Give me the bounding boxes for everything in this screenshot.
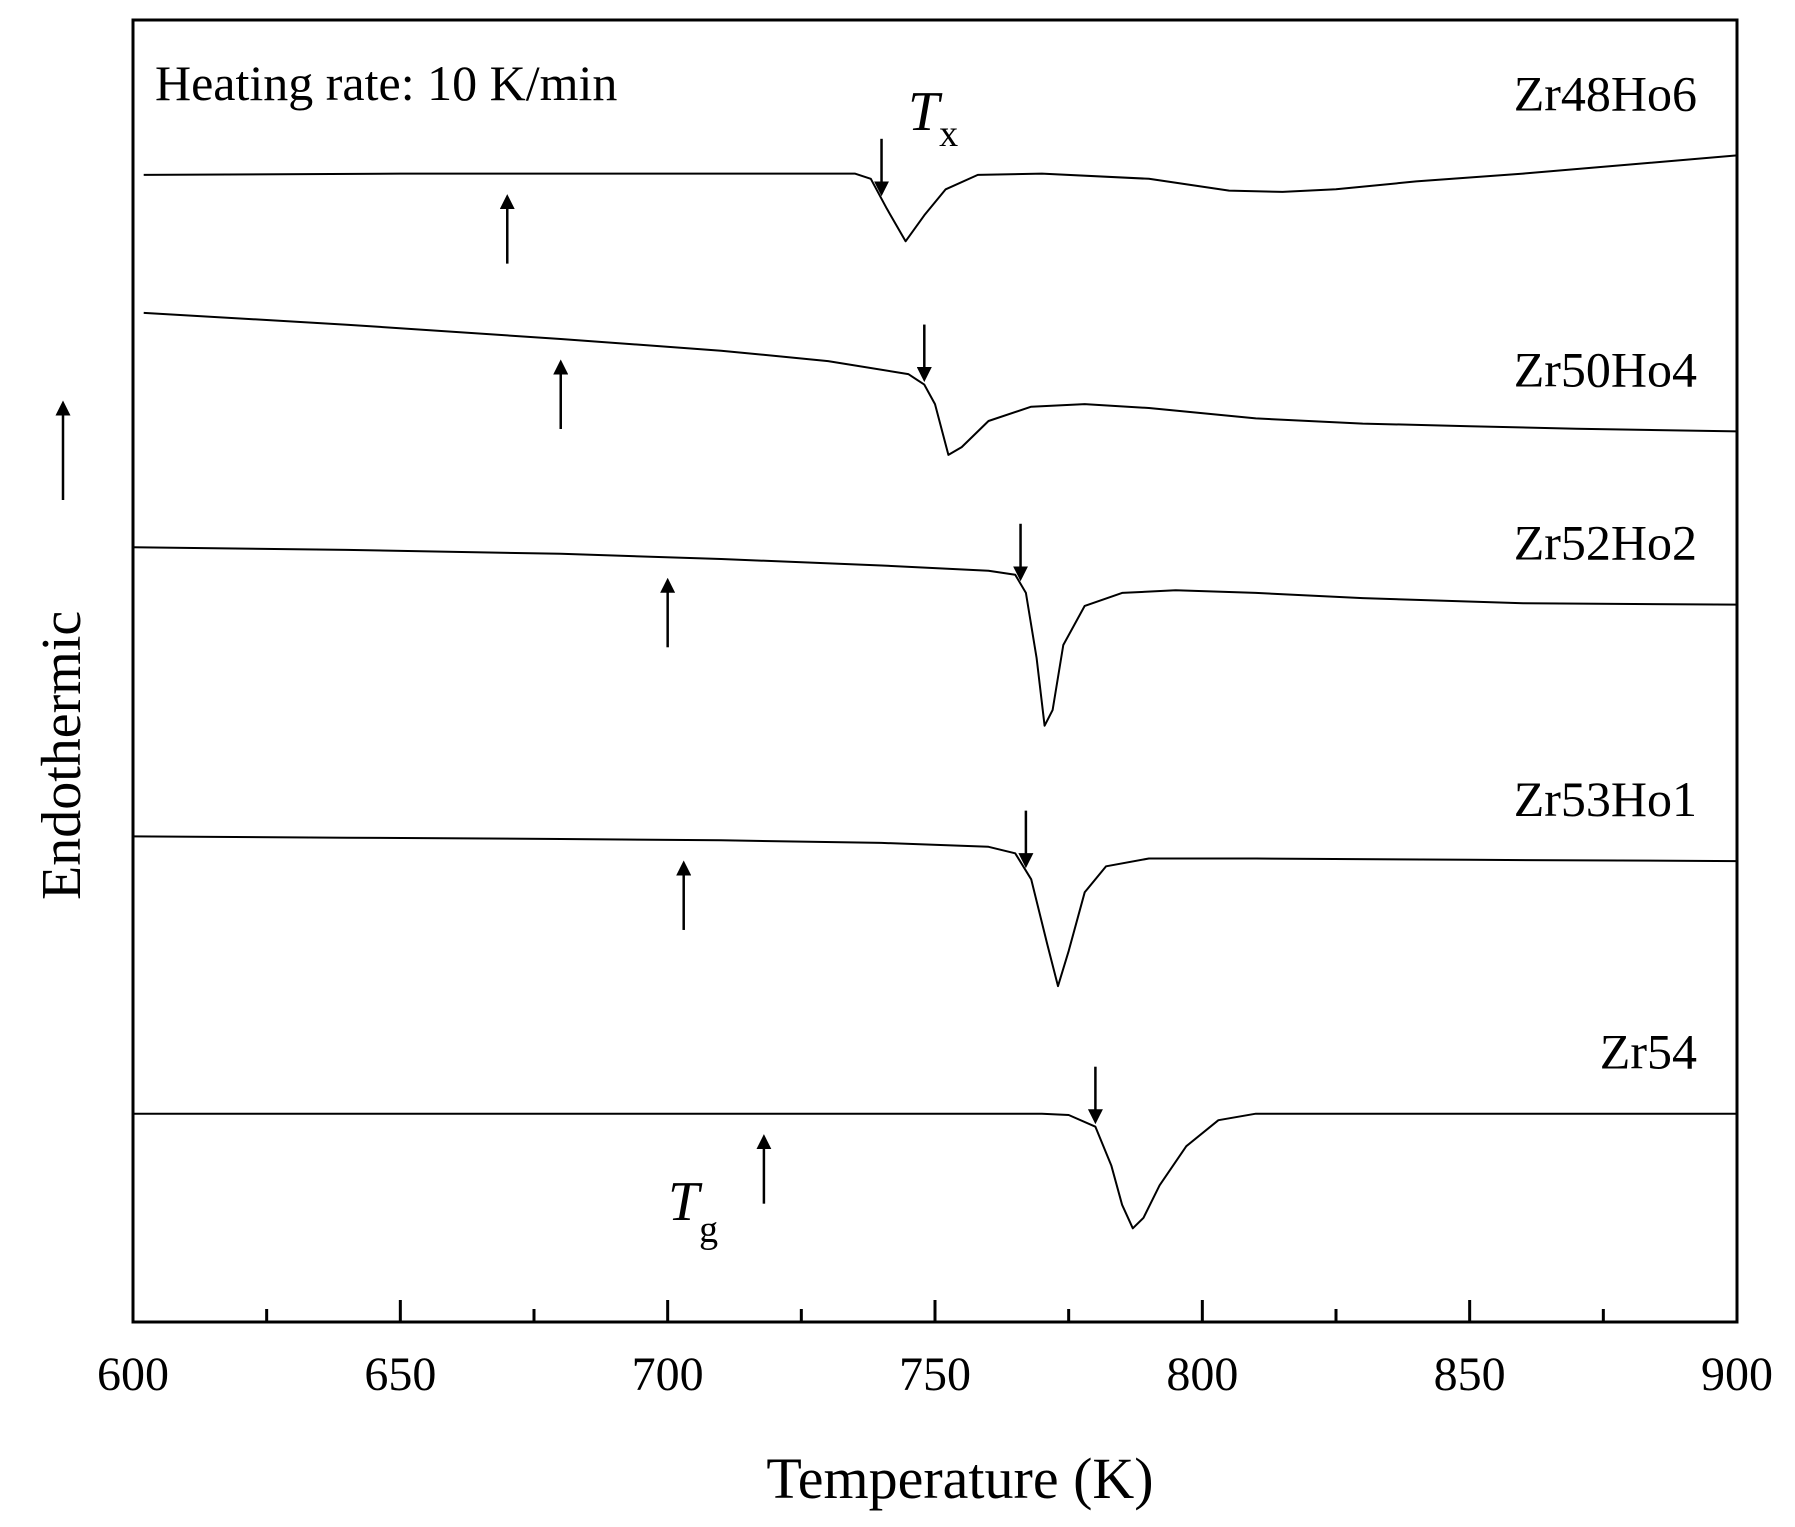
plot-frame	[131, 18, 1739, 1324]
series-label: Zr48Ho6	[1514, 65, 1697, 121]
series-Zr53Ho1: Zr53Ho1	[132, 771, 1738, 988]
x-tick-label: 600	[97, 1348, 169, 1401]
dsc-curve	[132, 835, 1738, 988]
series-label: Zr53Ho1	[1514, 771, 1697, 827]
dsc-curve	[143, 311, 1738, 456]
y-axis-label-group: Endothermic	[31, 400, 93, 900]
series-label: Zr52Ho2	[1514, 515, 1697, 571]
tg-symbol: T	[668, 1171, 703, 1233]
y-axis-label: Endothermic	[31, 611, 93, 900]
series-Zr50Ho4: Zr50Ho4	[143, 311, 1738, 456]
x-tick-label: 650	[364, 1348, 436, 1401]
heating-rate-annotation: Heating rate: 10 K/min	[155, 55, 617, 111]
tg-subscript: g	[699, 1209, 718, 1251]
series-label: Zr54	[1600, 1024, 1697, 1080]
x-tick-label: 750	[899, 1348, 971, 1401]
dsc-curve	[133, 1112, 1737, 1230]
x-axis-tick-labels: 600 650 700 750 800 850 900	[97, 1348, 1773, 1401]
series-Zr52Ho2: Zr52Ho2	[132, 515, 1738, 727]
x-tick-label: 800	[1166, 1348, 1238, 1401]
x-axis-label: Temperature (K)	[766, 1446, 1153, 1511]
x-axis-ticks	[131, 1300, 1739, 1322]
x-tick-label: 900	[1701, 1348, 1773, 1401]
dsc-curve	[143, 154, 1738, 243]
series-label: Zr50Ho4	[1514, 341, 1697, 397]
series-Zr54: Zr54	[133, 1024, 1737, 1230]
tx-subscript: x	[939, 113, 958, 155]
series-Zr48Ho6: Zr48Ho6	[143, 65, 1738, 264]
tx-annotation: Tx	[908, 81, 958, 155]
dsc-curve	[132, 546, 1738, 727]
x-tick-label: 700	[632, 1348, 704, 1401]
tg-annotation: Tg	[668, 1171, 718, 1251]
x-tick-label: 850	[1434, 1348, 1506, 1401]
series-layer: Zr48Ho6 Zr50Ho4 Zr52Ho2 Zr53Ho1 Zr54	[132, 65, 1738, 1230]
tx-symbol: T	[908, 81, 943, 143]
